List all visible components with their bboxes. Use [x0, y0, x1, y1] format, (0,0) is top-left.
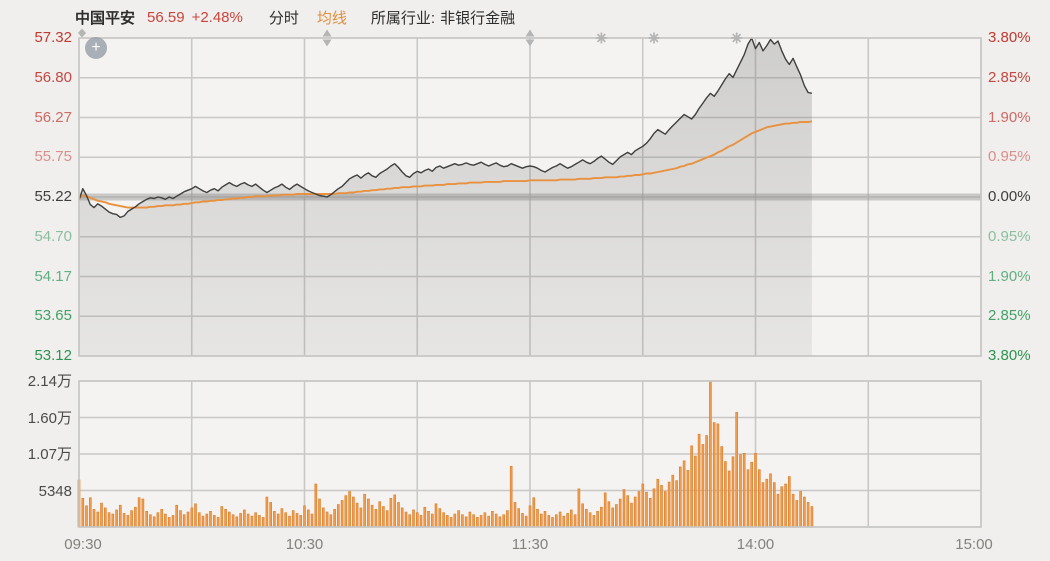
change-percent: +2.48% — [191, 8, 243, 26]
event-marker-arrows-icon[interactable] — [525, 29, 535, 47]
stock-name: 中国平安 — [75, 9, 136, 27]
zoom-in-button[interactable]: + — [85, 37, 107, 59]
event-marker-star-icon[interactable] — [595, 32, 607, 44]
industry-name-link[interactable]: 非银行金融 — [440, 9, 516, 27]
event-marker-star-icon[interactable] — [731, 32, 743, 44]
current-price: 56.59 — [147, 8, 185, 26]
event-marker-arrows-icon[interactable] — [322, 29, 332, 47]
industry-label: 所属行业: 非银行金融 — [371, 7, 515, 28]
tab-minute-chart[interactable]: 分时 — [268, 9, 299, 27]
average-price-line — [78, 120, 813, 209]
price-line — [78, 37, 813, 219]
industry-prefix: 所属行业: — [370, 9, 436, 27]
price-area-fill — [79, 38, 812, 356]
chart-header: 中国平安 56.59 +2.48% 分时 均线 所属行业: 非银行金融 — [75, 6, 515, 28]
volume-bars — [77, 380, 814, 528]
event-marker-sparkle-icon[interactable] — [78, 28, 86, 38]
average-line-legend: 均线 — [316, 9, 347, 27]
volume-panel-border — [78, 380, 982, 528]
event-marker-star-icon[interactable] — [648, 32, 660, 44]
price-panel-border — [78, 37, 982, 357]
